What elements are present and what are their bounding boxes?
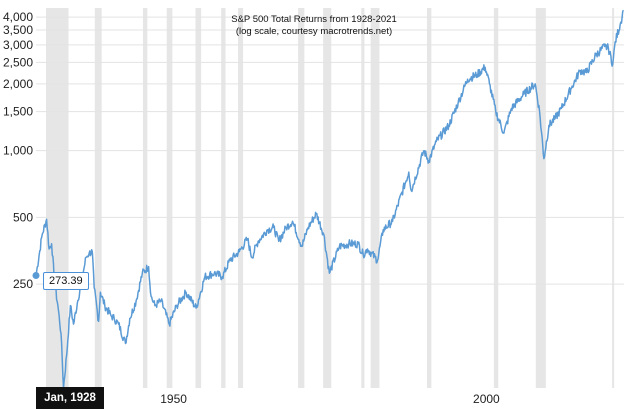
series-line <box>35 9 625 389</box>
chart-title-block: S&P 500 Total Returns from 1928-2021 (lo… <box>214 14 414 38</box>
recession-band <box>298 8 305 388</box>
recession-band <box>361 8 365 388</box>
y-tick-label: 250 <box>13 277 33 291</box>
x-tick-label: 2000 <box>473 392 500 406</box>
y-tick-label: 1,000 <box>3 144 33 158</box>
data-series <box>35 9 625 389</box>
date-crosshair-label: Jan, 1928 <box>36 387 104 409</box>
recession-band <box>166 8 173 388</box>
recession-band <box>238 8 244 388</box>
gridlines <box>36 16 624 285</box>
recession-band <box>195 8 202 388</box>
y-tick-label: 4,000 <box>3 10 33 24</box>
y-axis: 250 500 1,000 1,500 2,000 2,500 3,0003,5004,00… <box>3 10 33 291</box>
recession-band <box>426 8 432 388</box>
hover-point <box>32 272 40 280</box>
chart-subtitle: (log scale, courtesy macrotrends.net) <box>235 26 393 37</box>
recession-band <box>493 8 499 388</box>
recession-band <box>221 8 226 388</box>
recession-band <box>142 8 148 388</box>
y-tick-label: 500 <box>13 210 33 224</box>
chart-title: S&P 500 Total Returns from 1928-2021 <box>231 14 397 25</box>
y-tick-label: 3,000 <box>3 38 33 52</box>
recession-band <box>535 8 546 388</box>
x-axis: 1950 2000 <box>160 392 500 406</box>
hover-marker <box>32 272 40 280</box>
recession-band <box>612 8 615 388</box>
x-tick-label: 1950 <box>160 392 187 406</box>
recession-band <box>94 8 102 388</box>
y-tick-label: 2,000 <box>3 77 33 91</box>
recession-bands <box>46 8 615 388</box>
y-tick-label: 3,500 <box>3 23 33 37</box>
recession-band <box>323 8 332 388</box>
recession-band <box>370 8 380 388</box>
y-tick-label: 1,500 <box>3 105 33 119</box>
y-tick-label: 2,500 <box>3 55 33 69</box>
value-tooltip: 273.39 <box>43 272 89 290</box>
recession-band <box>46 8 69 388</box>
